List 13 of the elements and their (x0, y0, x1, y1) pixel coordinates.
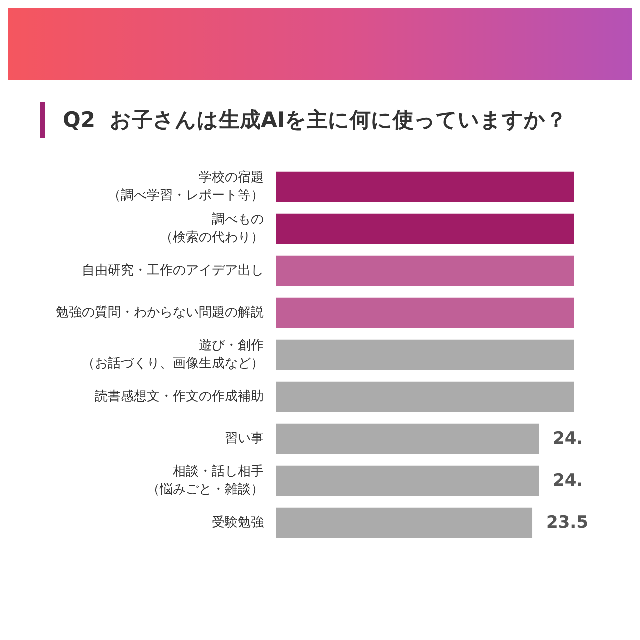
y-tick-label: 受験勉強 (212, 516, 264, 530)
y-tick-label: 遊び・創作（お話づくり、画像生成など） (82, 338, 264, 372)
y-tick-label: 相談・話し相手（悩みごと・雑談） (147, 464, 264, 498)
y-tick-label: 読書感想文・作文の作成補助 (95, 390, 264, 404)
y-tick-label: 勉強の質問・わからない問題の解説 (56, 306, 264, 320)
y-tick-label: 調べもの（検索の代わり） (160, 212, 264, 246)
y-tick-label: 自由研究・工作のアイデア出し (82, 264, 264, 278)
y-tick-label: 習い事 (225, 432, 264, 446)
data-label: 24. (553, 429, 584, 449)
y-tick-label: 学校の宿題（調べ学習・レポート等） (108, 170, 264, 204)
chart-title: Q2 お子さんは生成AIを主に何に使っていますか？ (63, 107, 568, 134)
data-label: 23.5 (546, 513, 588, 533)
data-label: 24. (553, 471, 584, 491)
